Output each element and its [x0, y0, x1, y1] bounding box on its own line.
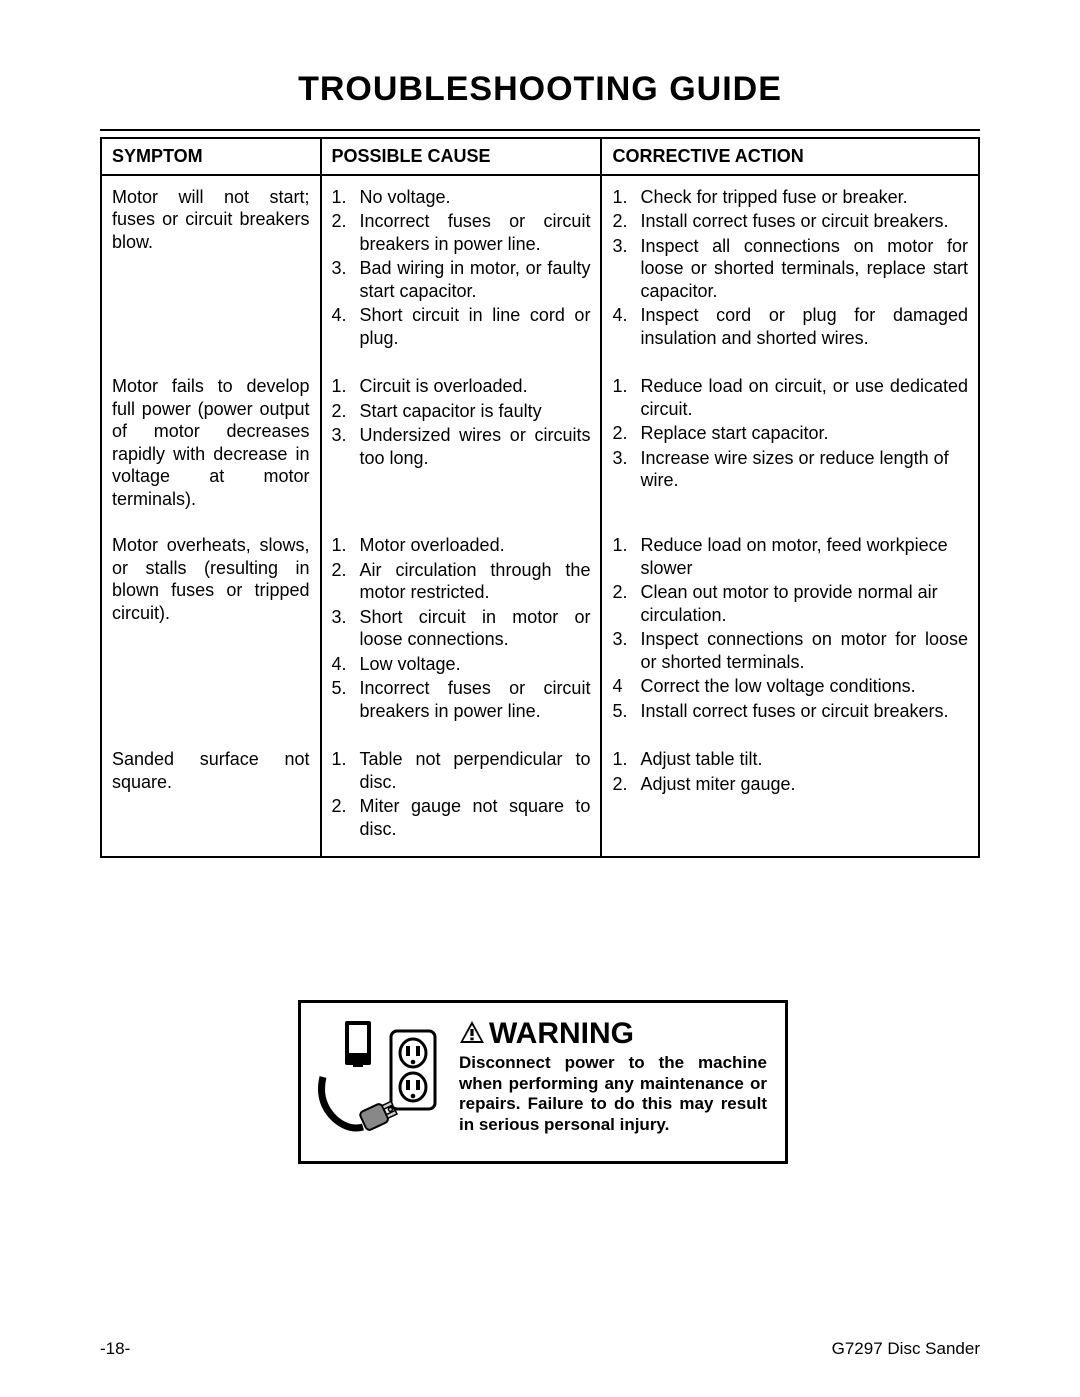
cause-list: Table not perpendicular to disc. Miter g… [332, 748, 591, 840]
action-item: Correct the low voltage conditions. [640, 675, 968, 698]
action-item: Inspect cord or plug for damaged insulat… [640, 304, 968, 349]
title-rule [100, 129, 980, 131]
cause-item: Air circulation through the motor restri… [360, 559, 591, 604]
warning-triangle-icon [459, 1020, 485, 1048]
action-item: Install correct fuses or circuit breaker… [640, 210, 968, 233]
action-list: Check for tripped fuse or breaker. Insta… [612, 186, 968, 350]
cause-item: Start capacitor is faulty [360, 400, 591, 423]
symptom-text: Motor will not start; fuses or circuit b… [112, 186, 310, 254]
warning-heading-text: WARNING [489, 1017, 634, 1051]
warning-illustration [315, 1017, 445, 1147]
table-row: Motor fails to develop full power (power… [101, 365, 979, 524]
cause-item: Incorrect fuses or circuit breakers in p… [360, 677, 591, 722]
action-item: Reduce load on motor, feed workpiece slo… [640, 534, 968, 579]
footer-product-name: G7297 Disc Sander [832, 1339, 980, 1359]
cause-item: Short circuit in motor or loose connecti… [360, 606, 591, 651]
symptom-text: Motor overheats, slows, or stalls (resul… [112, 534, 310, 624]
action-item: Reduce load on circuit, or use dedicated… [640, 375, 968, 420]
page-title: TROUBLESHOOTING GUIDE [100, 70, 980, 109]
action-list: Adjust table tilt. Adjust miter gauge. [612, 748, 968, 795]
action-item: Replace start capacitor. [640, 422, 968, 445]
page-footer: -18- G7297 Disc Sander [100, 1339, 980, 1359]
cause-item: Short circuit in line cord or plug. [360, 304, 591, 349]
action-item: Adjust miter gauge. [640, 773, 968, 796]
col-header-symptom: SYMPTOM [101, 138, 321, 175]
warning-box: WARNING Disconnect power to the machine … [298, 1000, 788, 1164]
cause-list: No voltage. Incorrect fuses or circuit b… [332, 186, 591, 350]
col-header-cause: POSSIBLE CAUSE [321, 138, 602, 175]
warning-body-text: Disconnect power to the machine when per… [459, 1053, 767, 1136]
cause-item: Low voltage. [360, 653, 591, 676]
cause-item: Bad wiring in motor, or faulty start cap… [360, 257, 591, 302]
action-item: Clean out motor to provide normal air ci… [640, 581, 968, 626]
action-item: Increase wire sizes or reduce length of … [640, 447, 968, 492]
action-item: Adjust table tilt. [640, 748, 968, 771]
cause-item: Motor overloaded. [360, 534, 591, 557]
cause-item: Circuit is overloaded. [360, 375, 591, 398]
footer-page-number: -18- [100, 1339, 130, 1359]
troubleshooting-table: SYMPTOM POSSIBLE CAUSE CORRECTIVE ACTION… [100, 137, 980, 858]
cause-list: Circuit is overloaded. Start capacitor i… [332, 375, 591, 469]
cause-list: Motor overloaded. Air circulation throug… [332, 534, 591, 722]
action-list: Reduce load on motor, feed workpiece slo… [612, 534, 968, 722]
page: TROUBLESHOOTING GUIDE SYMPTOM POSSIBLE C… [0, 0, 1080, 1397]
cause-item: No voltage. [360, 186, 591, 209]
cause-item: Table not perpendicular to disc. [360, 748, 591, 793]
table-row: Sanded surface not square. Table not per… [101, 738, 979, 857]
action-item: Install correct fuses or circuit breaker… [640, 700, 968, 723]
cause-item: Miter gauge not square to disc. [360, 795, 591, 840]
action-item: Inspect connections on motor for loose o… [640, 628, 968, 673]
cause-item: Incorrect fuses or circuit breakers in p… [360, 210, 591, 255]
symptom-text: Motor fails to develop full power (power… [112, 375, 310, 510]
action-item: Check for tripped fuse or breaker. [640, 186, 968, 209]
cause-item: Undersized wires or circuits too long. [360, 424, 591, 469]
table-header-row: SYMPTOM POSSIBLE CAUSE CORRECTIVE ACTION [101, 138, 979, 175]
table-row: Motor will not start; fuses or circuit b… [101, 175, 979, 366]
action-item: Inspect all connections on motor for loo… [640, 235, 968, 303]
col-header-action: CORRECTIVE ACTION [601, 138, 979, 175]
symptom-text: Sanded surface not square. [112, 748, 310, 793]
action-list: Reduce load on circuit, or use dedicated… [612, 375, 968, 492]
warning-text-column: WARNING Disconnect power to the machine … [459, 1017, 767, 1136]
table-row: Motor overheats, slows, or stalls (resul… [101, 524, 979, 738]
warning-heading: WARNING [459, 1017, 767, 1051]
